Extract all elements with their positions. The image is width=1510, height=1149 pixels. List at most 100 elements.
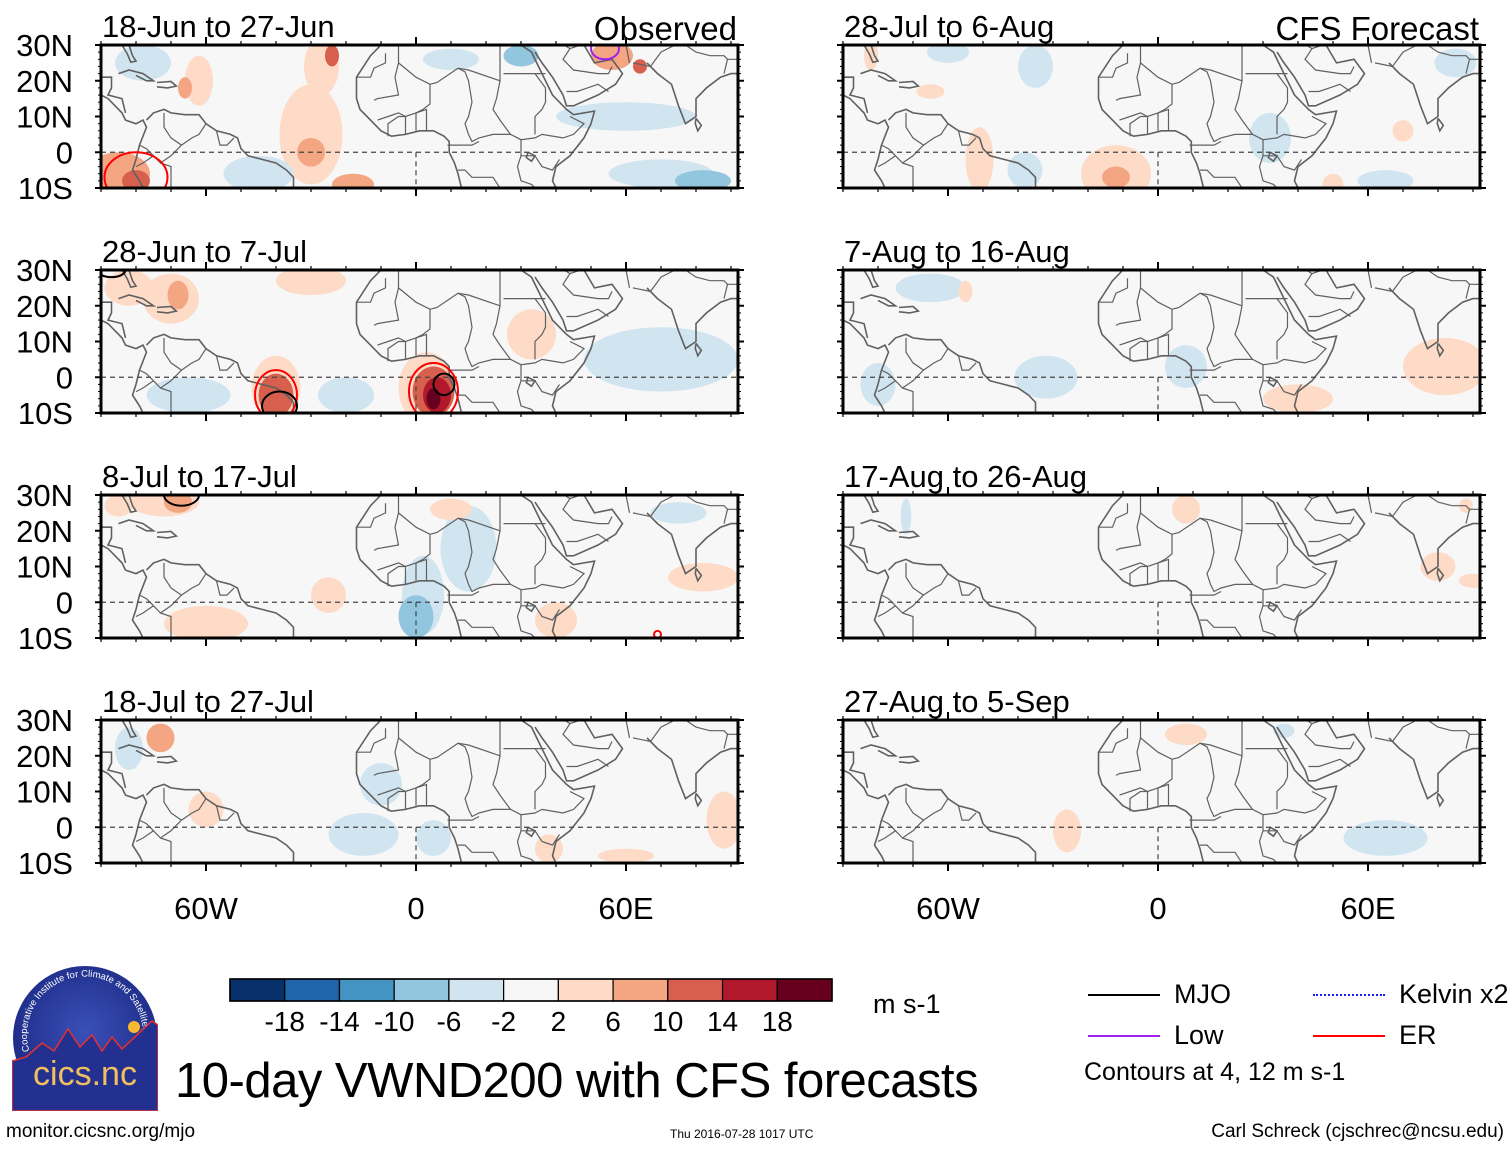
coastline [843, 76, 869, 114]
colorbar-bin [612, 978, 669, 1002]
colorbar-bin [229, 978, 286, 1002]
anomaly-region [675, 170, 731, 188]
country-border [356, 53, 387, 78]
country-border [877, 830, 896, 843]
country-border [1129, 790, 1149, 812]
panel-period-title: 18-Jun to 27-Jun [102, 9, 335, 44]
panel-period-title: 27-Aug to 5-Sep [844, 684, 1070, 719]
country-border [1374, 720, 1480, 743]
country-border [377, 534, 431, 571]
country-border [1367, 495, 1373, 514]
country-border [1374, 45, 1480, 68]
coastline [863, 45, 880, 64]
x-tick-label: 0 [407, 891, 424, 926]
anomaly-region [1172, 495, 1200, 524]
country-border [1189, 140, 1222, 146]
country-border [1234, 305, 1253, 360]
country-border [723, 284, 729, 299]
country-border [1129, 115, 1149, 137]
country-border [1367, 45, 1373, 64]
country-border [1308, 83, 1351, 93]
coastline [1330, 870, 1334, 881]
country-border [1465, 734, 1471, 749]
anomaly-region [146, 377, 231, 413]
coastline [588, 195, 592, 206]
column-header: Observed [594, 10, 737, 47]
country-border [1374, 495, 1480, 518]
country-border [458, 169, 501, 188]
country-border [1367, 270, 1373, 289]
logo-sun [128, 1021, 140, 1033]
country-border [1234, 80, 1253, 135]
country-border [1200, 394, 1243, 413]
coastline [101, 769, 148, 863]
legend-label-kelvin: Kelvin x2 [1399, 979, 1509, 1009]
country-border [1308, 758, 1351, 768]
country-border [1374, 270, 1480, 293]
anomaly-region [311, 577, 346, 613]
country-border [566, 83, 609, 93]
country-border [1276, 73, 1289, 135]
country-border [458, 394, 501, 413]
country-border [1304, 273, 1355, 300]
coastline [843, 544, 890, 638]
y-tick-label: 10S [18, 171, 73, 206]
anomaly-region [318, 377, 374, 413]
country-border [1115, 495, 1142, 551]
country-border [877, 380, 896, 393]
coastline [1388, 737, 1480, 800]
anomaly-region [1249, 112, 1291, 163]
country-border [1119, 534, 1173, 571]
country-border [457, 742, 564, 818]
x-tick-label: 0 [1149, 891, 1166, 926]
country-border [1304, 48, 1355, 75]
contour-er [103, 151, 169, 188]
contour-low [590, 45, 620, 61]
anomaly-region [188, 791, 224, 828]
coastline [101, 94, 148, 188]
map-background [843, 45, 1480, 188]
country-border [562, 48, 613, 75]
country-border [1157, 333, 1170, 356]
coastline [1436, 567, 1445, 583]
coastline [1388, 287, 1480, 350]
country-border [625, 720, 631, 739]
y-tick-label: 20N [16, 739, 73, 774]
y-tick-label: 0 [56, 585, 73, 620]
coastline [860, 294, 899, 307]
country-border [135, 605, 154, 618]
coastline [1262, 270, 1338, 413]
colorbar-tick-label: -2 [491, 1006, 516, 1037]
y-tick-label: 10N [16, 550, 73, 585]
coastline [145, 783, 295, 863]
country-border [566, 533, 609, 543]
coastline [898, 755, 921, 764]
anomaly-region [965, 127, 994, 188]
country-border [632, 495, 738, 518]
contour-mjo [163, 495, 200, 507]
coastline [588, 420, 592, 431]
legend-swatch-low [1088, 1034, 1160, 1037]
anomaly-region [398, 595, 434, 638]
coastline [101, 751, 127, 789]
coastline [694, 117, 703, 133]
footer-url: monitor.cicsnc.org/mjo [6, 1121, 196, 1142]
country-border [562, 723, 613, 750]
anomaly-region [146, 723, 175, 753]
anomaly-region [584, 327, 738, 392]
country-border [1304, 565, 1327, 589]
coastline [1262, 45, 1338, 188]
contour-mjo [261, 390, 298, 413]
country-border [902, 387, 914, 413]
country-border [881, 594, 924, 614]
country-border [1200, 619, 1243, 638]
country-border [1199, 67, 1306, 143]
country-border [457, 67, 564, 143]
anomaly-region [1403, 337, 1480, 396]
country-border [398, 720, 501, 760]
coastline [843, 94, 890, 188]
coastline [694, 792, 703, 808]
cics-logo: Cooperative Institute for Climate and Sa… [12, 966, 158, 1111]
colorbar-tick-label: 6 [605, 1006, 621, 1037]
